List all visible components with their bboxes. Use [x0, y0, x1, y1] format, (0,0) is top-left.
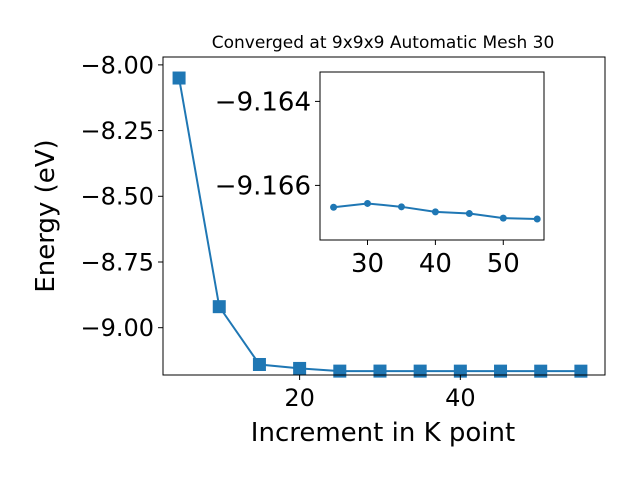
- main-data-point: [574, 364, 588, 378]
- main-data-point: [333, 364, 347, 378]
- inset-plot-frame: [319, 71, 545, 241]
- main-y-axis: −8.00 −8.25 −8.50 −8.75 −9.00: [80, 51, 163, 342]
- main-data-point: [252, 357, 266, 371]
- inset-plot: 30 40 50 −9.166 −9.164: [215, 71, 545, 279]
- main-x-tick-label: 20: [284, 384, 315, 412]
- x-axis-label: Increment in K point: [251, 418, 515, 448]
- main-data-point: [453, 364, 467, 378]
- main-data-point: [172, 71, 186, 85]
- inset-x-tick-label: 30: [351, 249, 384, 279]
- inset-data-point: [364, 199, 372, 207]
- inset-data-point: [533, 215, 541, 223]
- inset-y-tick-label: −9.164: [215, 88, 311, 118]
- main-plot-frame: [162, 56, 606, 376]
- main-data-point: [494, 364, 508, 378]
- main-y-tick-label: −8.50: [80, 183, 154, 211]
- main-data-point: [293, 361, 307, 375]
- inset-data-point: [397, 203, 405, 211]
- main-y-tick-label: −9.00: [80, 314, 154, 342]
- inset-x-tick-label: 50: [487, 249, 520, 279]
- inset-data-point: [465, 210, 473, 218]
- main-data-point: [534, 364, 548, 378]
- inset-series: [330, 199, 541, 223]
- inset-plot-background: [320, 72, 544, 240]
- main-x-axis: 20 40: [284, 375, 476, 412]
- main-y-tick-label: −8.25: [80, 117, 154, 145]
- main-x-tick-label: 40: [445, 384, 476, 412]
- inset-x-tick-label: 40: [419, 249, 452, 279]
- main-plot: 20 40 −8.00−8.25−8.50−8.75−9.00: [80, 51, 606, 412]
- main-data-point: [373, 364, 387, 378]
- main-y-tick-label: −8.75: [80, 248, 154, 276]
- y-axis-label: Energy (eV): [31, 139, 61, 292]
- main-y-tick-label: −8.00: [80, 51, 154, 79]
- inset-data-point: [499, 214, 507, 222]
- inset-y-axis: −9.166 −9.164: [215, 88, 320, 202]
- main-data-point: [212, 300, 226, 314]
- main-series: [172, 71, 588, 378]
- main-data-point: [413, 364, 427, 378]
- chart-title: Converged at 9x9x9 Automatic Mesh 30: [212, 33, 555, 53]
- inset-y-tick-label: −9.166: [215, 172, 311, 202]
- inset-data-point: [330, 203, 338, 211]
- inset-data-point: [431, 208, 439, 216]
- inset-x-axis: 30 40 50: [351, 240, 520, 279]
